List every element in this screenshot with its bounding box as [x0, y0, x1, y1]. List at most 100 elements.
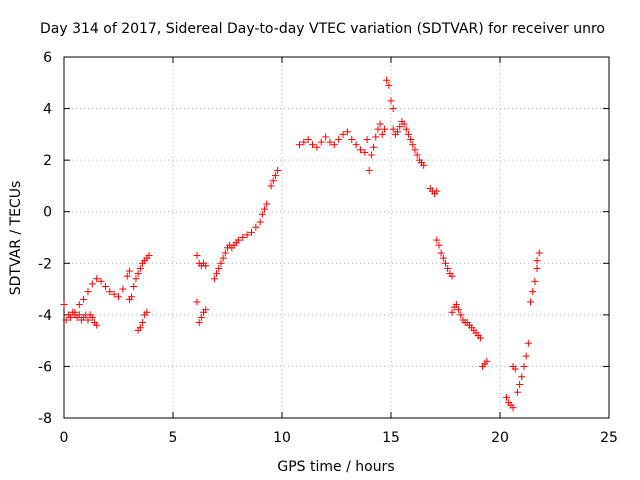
data-point	[88, 313, 96, 321]
data-point	[370, 143, 378, 151]
x-tick-label: 5	[169, 430, 178, 446]
data-point	[365, 166, 373, 174]
plot-frame	[63, 56, 610, 419]
data-point	[97, 277, 105, 285]
data-point	[335, 136, 343, 144]
data-point	[252, 223, 260, 231]
data-point	[400, 120, 408, 128]
data-point	[136, 264, 144, 272]
data-point	[197, 313, 205, 321]
data-point	[128, 293, 136, 301]
data-point	[389, 105, 397, 113]
data-point	[348, 136, 356, 144]
data-point	[62, 316, 70, 324]
data-point	[75, 311, 83, 319]
data-point	[304, 136, 312, 144]
data-point	[125, 267, 133, 275]
data-point	[317, 138, 325, 146]
data-point	[476, 334, 484, 342]
data-point	[520, 362, 528, 370]
data-point	[483, 357, 491, 365]
data-point	[202, 262, 210, 270]
data-point	[221, 249, 229, 257]
data-point	[136, 324, 144, 332]
data-point	[300, 138, 308, 146]
data-point	[213, 270, 221, 278]
data-point	[326, 138, 334, 146]
data-point	[361, 148, 369, 156]
x-tick-label: 10	[273, 430, 291, 446]
data-point	[404, 130, 412, 138]
data-point	[80, 295, 88, 303]
data-point	[448, 308, 456, 316]
y-tick-labels: -8 -6 -4 -2 0 2 4 6	[38, 50, 52, 427]
data-point	[256, 218, 264, 226]
data-point	[448, 272, 456, 280]
y-tick-label: 6	[43, 50, 52, 66]
data-point	[75, 301, 83, 309]
data-point	[444, 264, 452, 272]
data-point	[247, 228, 255, 236]
data-point	[380, 125, 388, 133]
data-points	[60, 76, 543, 412]
data-point	[396, 123, 404, 131]
data-point	[394, 128, 402, 136]
data-point	[322, 133, 330, 141]
y-tick-label: 2	[43, 153, 52, 169]
data-point	[261, 205, 269, 213]
data-point	[67, 313, 75, 321]
data-point	[529, 288, 537, 296]
data-point	[407, 136, 415, 144]
data-point	[84, 288, 92, 296]
data-point	[531, 277, 539, 285]
data-point	[533, 257, 541, 265]
data-point	[145, 252, 153, 260]
data-point	[367, 151, 375, 159]
data-point	[516, 380, 524, 388]
data-point	[372, 133, 380, 141]
data-point	[210, 275, 218, 283]
data-point	[269, 177, 277, 185]
data-point	[352, 141, 360, 149]
data-point	[330, 141, 338, 149]
x-tick-label: 15	[382, 430, 400, 446]
data-point	[132, 275, 140, 283]
data-point	[385, 81, 393, 89]
data-point	[339, 130, 347, 138]
data-point	[193, 252, 201, 260]
data-point	[518, 373, 526, 381]
data-point	[134, 270, 142, 278]
data-point	[267, 182, 275, 190]
axis-ticks	[63, 56, 610, 419]
data-point	[313, 143, 321, 151]
data-point	[295, 141, 303, 149]
data-point	[123, 272, 131, 280]
data-point	[234, 236, 242, 244]
data-point	[374, 125, 382, 133]
data-point	[71, 308, 79, 316]
y-axis-title: SDTVAR / TECUs	[8, 181, 24, 296]
data-point	[389, 125, 397, 133]
x-tick-labels: 0 5 10 15 20 25	[60, 430, 618, 446]
data-point	[503, 393, 511, 401]
data-point	[219, 254, 227, 262]
y-tick-label: -4	[38, 308, 52, 324]
data-point	[452, 301, 460, 309]
y-tick-label: 0	[43, 205, 52, 221]
data-point	[130, 282, 138, 290]
data-point	[343, 128, 351, 136]
y-tick-label: -2	[38, 256, 52, 272]
data-point	[411, 146, 419, 154]
data-point	[110, 290, 118, 298]
data-point	[383, 76, 391, 84]
data-point	[439, 254, 447, 262]
data-point	[433, 236, 441, 244]
y-tick-label: -8	[38, 411, 52, 427]
data-point	[511, 365, 519, 373]
data-point	[84, 316, 92, 324]
data-point	[378, 130, 386, 138]
data-point	[413, 151, 421, 159]
data-point	[60, 301, 68, 309]
data-point	[442, 259, 449, 267]
